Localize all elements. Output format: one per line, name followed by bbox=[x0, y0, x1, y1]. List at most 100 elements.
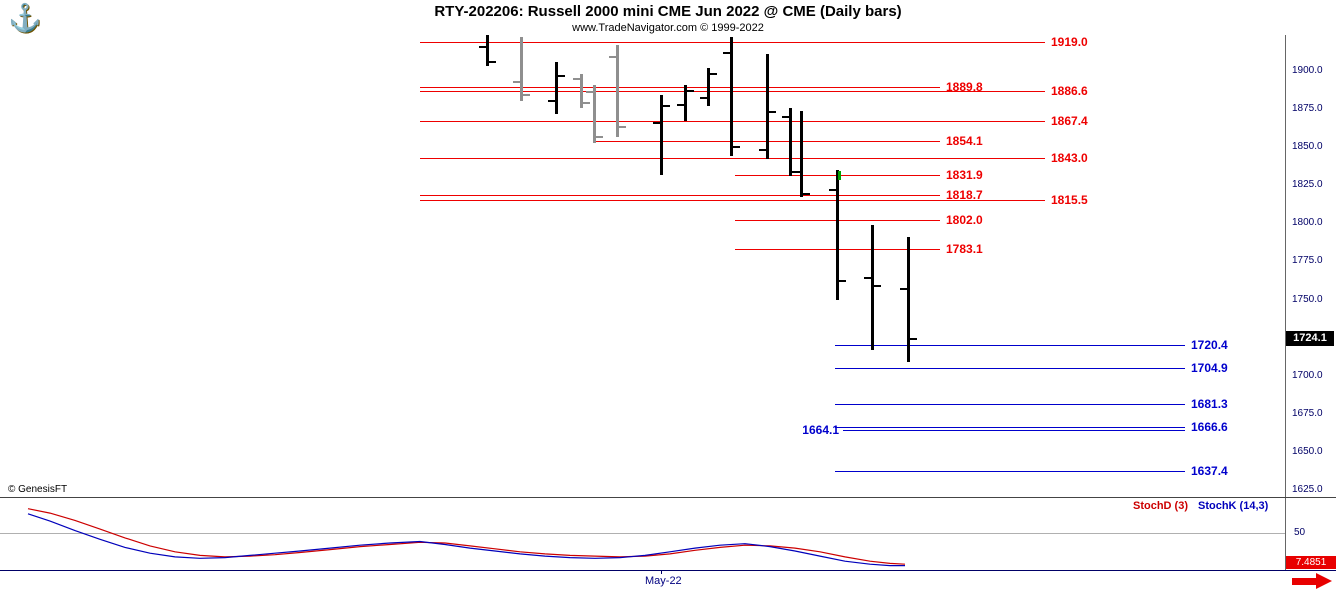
ohlc-close-tick bbox=[838, 280, 846, 283]
time-axis[interactable]: May-22 bbox=[0, 570, 1336, 591]
price-tick-label: 1625.0 bbox=[1292, 484, 1323, 495]
support-label: 1637.4 bbox=[1191, 464, 1228, 479]
ohlc-bar-range bbox=[580, 74, 583, 108]
ohlc-bar-range bbox=[486, 35, 489, 67]
ohlc-bar-range bbox=[800, 110, 803, 198]
ohlc-close-tick bbox=[557, 74, 565, 77]
support-label: 1720.4 bbox=[1191, 337, 1228, 352]
ohlc-close-tick bbox=[873, 284, 881, 287]
resistance-label: 1886.6 bbox=[1051, 84, 1088, 99]
price-tick-label: 1850.0 bbox=[1292, 141, 1323, 153]
anchor-icon: ⚓ bbox=[8, 3, 42, 33]
ohlc-bar-range bbox=[707, 67, 710, 107]
last-price-box: 1724.1 bbox=[1286, 331, 1334, 346]
arrow-head-icon bbox=[1316, 573, 1332, 589]
ohlc-open-tick bbox=[653, 121, 661, 124]
resistance-label: 1854.1 bbox=[946, 133, 983, 148]
resistance-label: 1867.4 bbox=[1051, 113, 1088, 128]
resistance-line bbox=[420, 199, 1045, 201]
ohlc-close-tick bbox=[582, 101, 590, 104]
time-axis-label: May-22 bbox=[645, 575, 682, 587]
price-chart-panel[interactable]: 1919.0 1889.8 1886.6 1867.4 1854.1 1843.0 1831… bbox=[0, 35, 1285, 497]
price-tick-label: 1700.0 bbox=[1292, 369, 1323, 381]
ohlc-close-tick bbox=[662, 105, 670, 108]
ohlc-bar-range bbox=[684, 84, 687, 122]
ohlc-bar-range bbox=[836, 170, 839, 300]
support-line bbox=[843, 430, 1185, 432]
resistance-label: 1802.0 bbox=[946, 213, 983, 228]
price-axis[interactable]: 1900.0 1875.0 1850.0 1825.0 1800.0 1775.0 1750… bbox=[1285, 35, 1336, 570]
resistance-label: 1919.0 bbox=[1051, 35, 1088, 50]
ohlc-close-tick bbox=[595, 135, 603, 138]
ohlc-open-tick bbox=[900, 287, 908, 290]
resistance-label: 1831.9 bbox=[946, 167, 983, 182]
ohlc-bar-range bbox=[871, 224, 874, 350]
support-line bbox=[835, 368, 1185, 370]
ohlc-close-tick bbox=[802, 193, 810, 196]
ohlc-close-tick bbox=[686, 89, 694, 92]
ohlc-close-tick bbox=[522, 94, 530, 97]
ohlc-bar-range bbox=[616, 45, 619, 137]
resistance-label: 1783.1 bbox=[946, 242, 983, 257]
resistance-label: 1889.8 bbox=[946, 79, 983, 94]
ohlc-bar-range bbox=[907, 237, 910, 362]
ohlc-open-tick bbox=[586, 91, 594, 94]
signal-marker bbox=[838, 171, 841, 181]
ohlc-bar-range bbox=[593, 84, 596, 143]
ohlc-open-tick bbox=[609, 56, 617, 59]
chart-subtitle: www.TradeNavigator.com © 1999-2022 bbox=[572, 22, 764, 34]
ohlc-bar-range bbox=[730, 37, 733, 157]
ohlc-open-tick bbox=[573, 77, 581, 80]
ohlc-close-tick bbox=[909, 338, 917, 340]
ohlc-bar-range bbox=[520, 37, 523, 102]
ohlc-open-tick bbox=[677, 103, 685, 106]
support-line bbox=[835, 471, 1185, 473]
trade-navigator-anchor-logo: ⚓ bbox=[8, 2, 42, 34]
ohlc-open-tick bbox=[759, 149, 767, 152]
ohlc-close-tick bbox=[618, 126, 626, 129]
ohlc-open-tick bbox=[782, 115, 790, 118]
resistance-label: 1818.7 bbox=[946, 187, 983, 202]
resistance-label: 1843.0 bbox=[1051, 150, 1088, 165]
genesisft-copyright: © GenesisFT bbox=[8, 484, 68, 495]
ohlc-open-tick bbox=[548, 100, 556, 103]
ohlc-open-tick bbox=[864, 277, 872, 280]
ohlc-bar-range bbox=[555, 61, 558, 114]
ohlc-bar-range bbox=[766, 54, 769, 160]
price-tick-label: 1825.0 bbox=[1292, 179, 1323, 191]
stoch-axis-50-label: 50 bbox=[1294, 527, 1306, 538]
stochd-indicator-label[interactable]: StochD (3) bbox=[1133, 500, 1188, 512]
resistance-line bbox=[420, 86, 940, 88]
support-label: 1704.9 bbox=[1191, 361, 1228, 376]
ohlc-open-tick bbox=[479, 45, 487, 48]
support-label: 1681.3 bbox=[1191, 397, 1228, 412]
time-axis-divider bbox=[0, 570, 1336, 571]
resistance-line bbox=[420, 157, 1045, 159]
time-axis-tick bbox=[661, 570, 662, 574]
chart-title: RTY-202206: Russell 2000 mini CME Jun 20… bbox=[434, 3, 902, 20]
ohlc-bar-range bbox=[660, 95, 663, 175]
support-label: 1666.6 bbox=[1191, 419, 1228, 434]
ohlc-close-tick bbox=[768, 111, 776, 114]
ohlc-open-tick bbox=[513, 80, 521, 83]
stochd-curve bbox=[27, 508, 906, 565]
support-label: 1664.1 bbox=[802, 423, 839, 438]
support-line bbox=[835, 344, 1185, 346]
ohlc-close-tick bbox=[709, 73, 717, 76]
scroll-right-arrow[interactable] bbox=[1292, 573, 1334, 590]
support-line bbox=[835, 404, 1185, 406]
resistance-line bbox=[420, 194, 940, 196]
price-tick-label: 1650.0 bbox=[1292, 445, 1323, 457]
arrow-shaft bbox=[1292, 578, 1316, 585]
stochk-indicator-label[interactable]: StochK (14,3) bbox=[1198, 500, 1269, 512]
price-tick-label: 1750.0 bbox=[1292, 293, 1323, 305]
ohlc-open-tick bbox=[723, 51, 731, 54]
stochastic-panel[interactable] bbox=[0, 497, 1286, 570]
ohlc-bar-range bbox=[789, 107, 792, 177]
stochk-curve bbox=[27, 513, 905, 567]
resistance-label: 1815.5 bbox=[1051, 192, 1088, 207]
panel-divider[interactable] bbox=[0, 497, 1336, 498]
ohlc-close-tick bbox=[732, 146, 740, 149]
support-line bbox=[835, 426, 1185, 428]
